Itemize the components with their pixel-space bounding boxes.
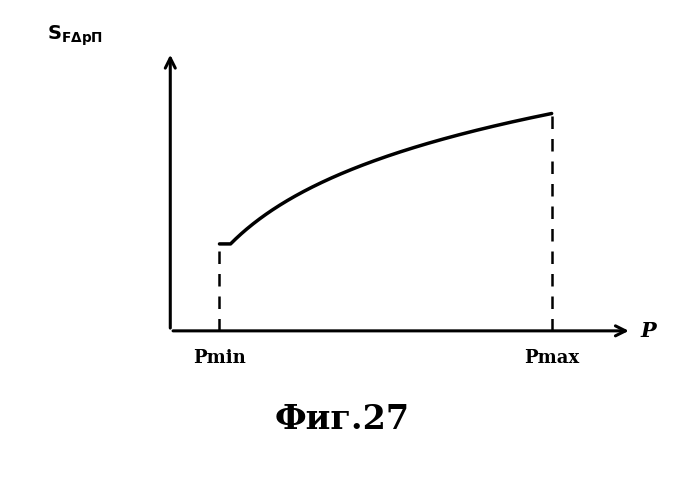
- Text: $\mathbf{S_{F\Delta p\Pi}}$: $\mathbf{S_{F\Delta p\Pi}}$: [48, 24, 103, 48]
- Text: Фиг.27: Фиг.27: [275, 403, 410, 436]
- Text: P: P: [641, 321, 656, 341]
- Text: Pmax: Pmax: [524, 349, 579, 367]
- Text: Pmin: Pmin: [193, 349, 246, 367]
